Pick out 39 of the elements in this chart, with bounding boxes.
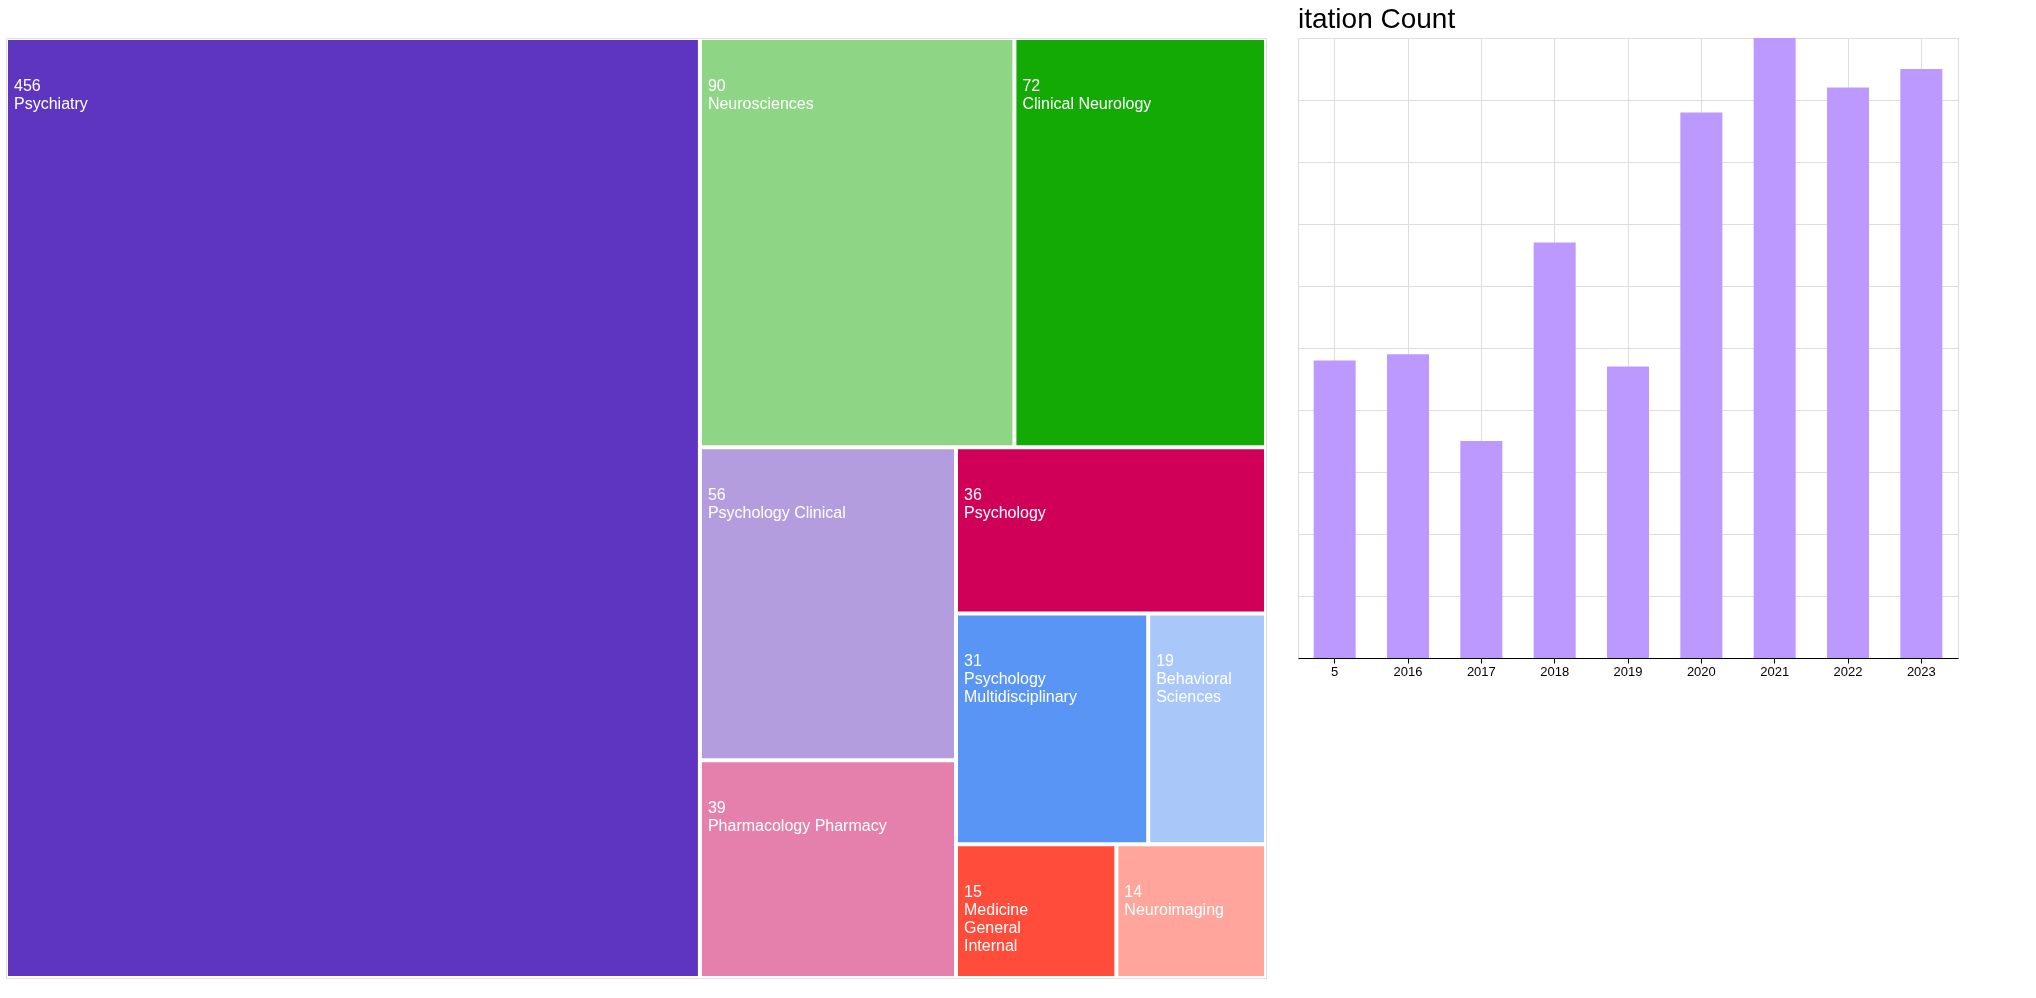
bar — [1680, 112, 1723, 658]
category-label: Pharmacology Pharmacy — [707, 817, 887, 835]
data-label: 19 — [1156, 652, 1175, 670]
x-tick-label: 2018 — [1540, 663, 1570, 679]
bar — [1900, 69, 1943, 658]
bar — [1753, 38, 1796, 658]
data-label: 90 — [707, 77, 726, 94]
data-label: 36 — [964, 486, 982, 504]
bar — [1607, 366, 1649, 658]
bar — [1460, 441, 1503, 658]
category-label: Behavioral Sciences — [1156, 670, 1232, 706]
bar — [1533, 242, 1576, 658]
chart-title: itation Count — [1298, 3, 1456, 34]
category-label: Medicine General Internal — [964, 901, 1029, 955]
data-label: 14 — [1124, 883, 1143, 901]
x-tick-label: 5 — [1331, 663, 1339, 679]
category-label: Clinical Neurology — [1022, 95, 1152, 112]
x-tick-label: 2019 — [1613, 663, 1643, 679]
category-label: Psychology Clinical — [707, 504, 846, 522]
data-label: 72 — [1022, 77, 1041, 94]
x-tick-label: 2022 — [1833, 663, 1863, 679]
bar — [1313, 360, 1356, 658]
x-tick-label: 2020 — [1686, 663, 1716, 679]
data-label: 15 — [964, 883, 982, 901]
category-label: Psychology — [964, 504, 1046, 522]
data-label: 456 — [14, 77, 41, 94]
data-label: 31 — [964, 652, 982, 670]
x-tick-label: 2021 — [1760, 663, 1790, 679]
category-label: Psychiatry — [14, 95, 88, 112]
category-label: Neuroimaging — [1124, 901, 1224, 919]
category-label: Neurosciences — [707, 95, 814, 112]
data-label: 39 — [707, 799, 726, 817]
x-tick-label: 2017 — [1466, 663, 1496, 679]
bar — [1387, 354, 1429, 658]
bar — [1827, 87, 1869, 658]
x-tick-label: 2023 — [1906, 663, 1936, 679]
x-tick-label: 2016 — [1393, 663, 1423, 679]
category-label: Psychology Multidisciplinary — [964, 670, 1077, 706]
data-label: 56 — [707, 486, 726, 504]
